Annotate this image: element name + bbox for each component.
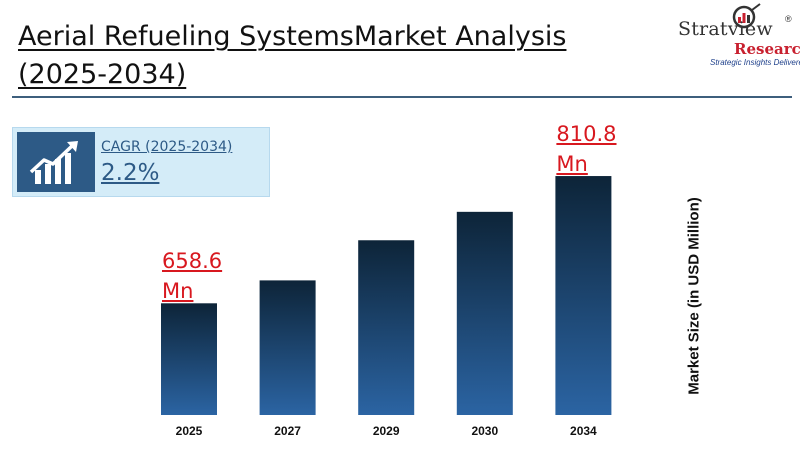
logo-emblem-icon xyxy=(732,3,761,29)
bar-2025 xyxy=(161,303,217,415)
logo-registered-mark: ® xyxy=(785,14,792,24)
logo-brand-line2: Research xyxy=(734,40,800,58)
data-label-2034: 810.8 Mn xyxy=(556,122,617,177)
x-tick-label: 2025 xyxy=(175,424,203,438)
bar-2030 xyxy=(456,211,513,415)
title-divider xyxy=(12,96,792,98)
x-tick-label: 2027 xyxy=(274,424,301,438)
x-tick-label: 2030 xyxy=(471,424,499,438)
x-tick-label: 2029 xyxy=(372,424,400,438)
bar-2027 xyxy=(259,280,316,415)
cagr-panel: CAGR (2025-2034) 2.2% xyxy=(12,127,270,197)
bar-2034 xyxy=(555,176,612,415)
cagr-value: 2.2% xyxy=(101,160,160,186)
bar-2029 xyxy=(358,240,415,415)
x-tick-label: 2034 xyxy=(570,424,597,438)
y-axis-label: Market Size (in USD Million) xyxy=(685,197,703,395)
chart-title: Aerial Refueling SystemsMarket Analysis … xyxy=(18,21,567,90)
logo-tagline: Strategic Insights Delivered xyxy=(710,58,800,67)
logo-brand-line1: Stratview xyxy=(678,18,773,40)
bar-chart-growth-icon xyxy=(17,132,95,192)
data-label-2025: 658.6 Mn xyxy=(162,249,223,304)
stratview-logo: Stratview ® Research Strategic Insights … xyxy=(640,3,800,70)
cagr-label: CAGR (2025-2034) xyxy=(101,139,233,155)
